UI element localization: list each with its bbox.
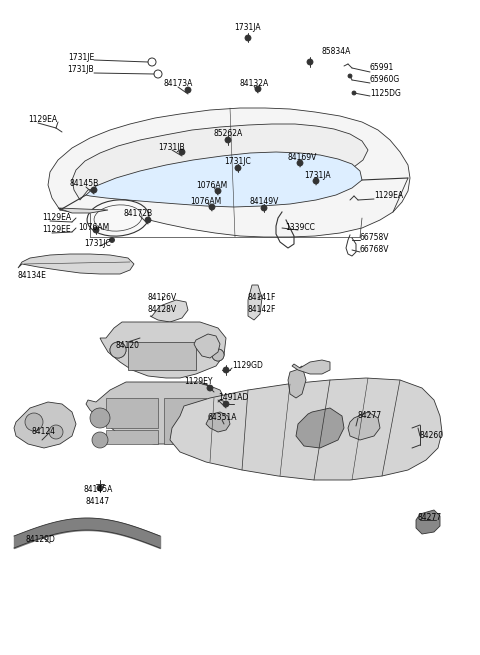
Text: 84149V: 84149V xyxy=(249,198,279,206)
Circle shape xyxy=(109,238,115,242)
Circle shape xyxy=(348,74,352,78)
Text: 84260: 84260 xyxy=(420,430,444,440)
Circle shape xyxy=(110,342,126,358)
Bar xyxy=(106,398,158,428)
Text: 1731JB: 1731JB xyxy=(159,143,185,153)
Polygon shape xyxy=(170,378,442,480)
Text: 1129EY: 1129EY xyxy=(184,377,212,386)
Text: 1076AM: 1076AM xyxy=(191,196,222,206)
Bar xyxy=(164,398,206,444)
Bar xyxy=(106,430,158,444)
Bar xyxy=(128,342,196,370)
Text: 84132A: 84132A xyxy=(240,79,269,88)
Text: 66768V: 66768V xyxy=(360,246,389,255)
Text: 84277: 84277 xyxy=(418,514,442,523)
Text: 85834A: 85834A xyxy=(322,48,351,56)
Polygon shape xyxy=(194,334,220,358)
Text: 84126V: 84126V xyxy=(147,293,177,303)
Text: 84172B: 84172B xyxy=(123,208,153,217)
Circle shape xyxy=(49,425,63,439)
Circle shape xyxy=(179,149,185,155)
Circle shape xyxy=(91,187,97,193)
Text: 84128V: 84128V xyxy=(147,305,177,314)
Circle shape xyxy=(245,35,251,41)
Text: 64351A: 64351A xyxy=(207,413,237,422)
Text: 1076AM: 1076AM xyxy=(196,181,228,189)
Circle shape xyxy=(212,349,224,361)
Circle shape xyxy=(93,227,99,233)
Circle shape xyxy=(223,401,229,407)
Circle shape xyxy=(25,413,43,431)
Text: 1731JB: 1731JB xyxy=(67,66,94,75)
Text: 84147: 84147 xyxy=(86,498,110,506)
Circle shape xyxy=(261,205,267,211)
Text: 84173A: 84173A xyxy=(163,79,192,88)
Text: 1129EA: 1129EA xyxy=(42,214,71,223)
Text: 1731JA: 1731JA xyxy=(235,24,261,33)
Circle shape xyxy=(209,204,215,210)
Text: 1339CC: 1339CC xyxy=(285,223,315,233)
Text: 84142F: 84142F xyxy=(248,305,276,314)
Text: 84145A: 84145A xyxy=(84,485,113,495)
Text: 1491AD: 1491AD xyxy=(218,394,248,403)
Circle shape xyxy=(297,160,303,166)
Polygon shape xyxy=(296,408,344,448)
Circle shape xyxy=(225,137,231,143)
Ellipse shape xyxy=(87,200,149,236)
Text: 1129EA: 1129EA xyxy=(28,115,57,124)
Text: 1129EE: 1129EE xyxy=(42,225,71,234)
Circle shape xyxy=(307,59,313,65)
Text: 1731JA: 1731JA xyxy=(305,170,331,179)
Text: 66758V: 66758V xyxy=(360,233,389,242)
Polygon shape xyxy=(18,254,134,274)
Text: 1129GD: 1129GD xyxy=(232,360,263,369)
Circle shape xyxy=(97,485,103,491)
Text: 84277: 84277 xyxy=(358,411,382,419)
Polygon shape xyxy=(48,108,410,237)
Polygon shape xyxy=(14,402,76,448)
Text: 65960G: 65960G xyxy=(370,75,400,84)
Polygon shape xyxy=(100,322,226,378)
Text: 84141F: 84141F xyxy=(248,293,276,303)
Circle shape xyxy=(145,217,151,223)
Text: 1731JC: 1731JC xyxy=(225,157,252,166)
Text: 84145B: 84145B xyxy=(70,179,98,187)
Text: 84120: 84120 xyxy=(116,341,140,350)
Circle shape xyxy=(215,188,221,194)
Text: 1076AM: 1076AM xyxy=(78,223,109,233)
Polygon shape xyxy=(150,300,188,322)
Polygon shape xyxy=(72,124,368,200)
Text: 1731JE: 1731JE xyxy=(68,52,94,62)
Circle shape xyxy=(255,86,261,92)
Polygon shape xyxy=(288,366,306,398)
Polygon shape xyxy=(86,382,228,444)
Text: 1129EA: 1129EA xyxy=(374,191,403,200)
Circle shape xyxy=(223,367,229,373)
Text: 85262A: 85262A xyxy=(214,128,242,138)
Text: 84129D: 84129D xyxy=(25,536,55,544)
Polygon shape xyxy=(292,360,330,374)
Circle shape xyxy=(207,385,213,391)
Polygon shape xyxy=(416,510,440,534)
Text: 84169V: 84169V xyxy=(288,153,317,162)
Circle shape xyxy=(235,165,241,171)
Text: 1731JC: 1731JC xyxy=(84,238,111,248)
Text: 84124: 84124 xyxy=(32,428,56,436)
Circle shape xyxy=(313,178,319,184)
Polygon shape xyxy=(348,412,380,440)
Polygon shape xyxy=(206,412,230,432)
Polygon shape xyxy=(86,152,362,207)
Circle shape xyxy=(352,91,356,95)
Polygon shape xyxy=(248,285,262,320)
Text: 1125DG: 1125DG xyxy=(370,88,401,98)
Text: 84134E: 84134E xyxy=(18,272,47,280)
Circle shape xyxy=(92,432,108,448)
Circle shape xyxy=(90,408,110,428)
Text: 65991: 65991 xyxy=(370,64,394,73)
Circle shape xyxy=(185,87,191,93)
Polygon shape xyxy=(58,208,108,213)
